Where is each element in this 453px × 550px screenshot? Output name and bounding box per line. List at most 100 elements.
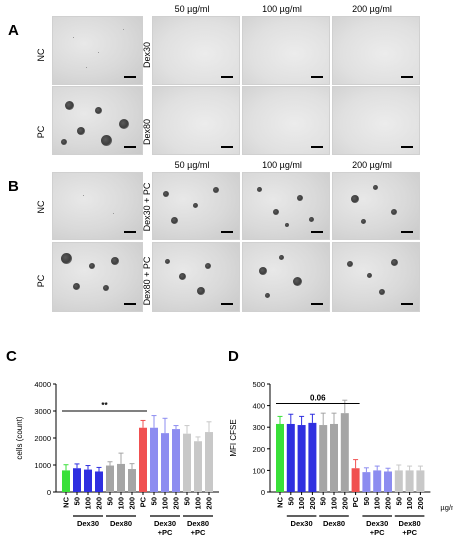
chart-c-bar bbox=[106, 465, 114, 492]
micrograph-b-dex80pc-100 bbox=[242, 242, 330, 312]
chart-d-group-label: Dex30 bbox=[366, 519, 388, 528]
chart-c-group-label: Dex30 bbox=[154, 519, 176, 528]
chart-c-bar bbox=[205, 432, 213, 492]
panel-a-row-nc: NC bbox=[36, 48, 46, 62]
panel-b-treatment-dex30-pc: Dex30 + PC bbox=[142, 182, 152, 232]
micrograph-b-dex30pc-50 bbox=[152, 172, 240, 240]
chart-c-x-tick-label: 50 bbox=[150, 497, 159, 505]
micrograph-a-dex30-100 bbox=[242, 16, 330, 85]
panel-a-letter: A bbox=[8, 22, 19, 39]
chart-c-x-tick-label: 100 bbox=[161, 497, 170, 510]
chart-d-group-label: Dex80 bbox=[323, 519, 345, 528]
chart-c-x-tick-label: 50 bbox=[183, 497, 192, 505]
chart-c-bar bbox=[194, 441, 202, 492]
chart-c-y-axis-label: cells (count) bbox=[15, 416, 24, 459]
panel-b-conc-50: 50 µg/ml bbox=[174, 160, 210, 170]
scale-bar bbox=[221, 76, 233, 78]
micrograph-a-dex30-200 bbox=[332, 16, 420, 85]
chart-c-group-label: Dex80 bbox=[187, 519, 209, 528]
chart-d-bar bbox=[319, 425, 328, 492]
panel-b-conc-200: 200 µg/ml bbox=[352, 160, 392, 170]
chart-c-x-tick-label: 50 bbox=[106, 497, 115, 505]
scale-bar bbox=[401, 231, 413, 233]
chart-d-bar bbox=[351, 468, 360, 492]
micrograph-a-dex80-50 bbox=[152, 86, 240, 155]
chart-c-x-tick-label: 200 bbox=[172, 497, 181, 510]
chart-c-x-tick-label: 200 bbox=[95, 497, 104, 510]
panel-a-treatment-dex80: Dex80 bbox=[142, 119, 152, 146]
chart-c-bar bbox=[128, 469, 136, 492]
chart-c-y-tick-label: 3000 bbox=[34, 407, 51, 416]
scale-bar bbox=[221, 231, 233, 233]
chart-d-x-tick-label: NC bbox=[276, 496, 285, 507]
chart-c-group-label: Dex80 bbox=[110, 519, 132, 528]
chart-d-bar bbox=[276, 423, 284, 492]
chart-d-x-tick-label: 50 bbox=[319, 497, 328, 505]
scale-bar bbox=[221, 303, 233, 305]
chart-c-bar bbox=[73, 468, 81, 492]
chart-d-bar bbox=[297, 425, 306, 492]
panel-a-row-pc: PC bbox=[36, 125, 46, 139]
micrograph-b-dex30pc-100 bbox=[242, 172, 330, 240]
chart-c-significance-label: ** bbox=[101, 401, 108, 410]
chart-d-significance-label: 0.06 bbox=[310, 393, 326, 402]
chart-d-group-label: +PC bbox=[370, 528, 385, 537]
chart-d-bar bbox=[394, 470, 403, 492]
scale-bar bbox=[311, 146, 323, 148]
chart-c-x-tick-label: 50 bbox=[73, 497, 82, 505]
chart-c-y-tick-label: 1000 bbox=[34, 461, 51, 470]
micrograph-b-nc bbox=[52, 172, 143, 240]
chart-c-bar bbox=[161, 433, 169, 492]
panel-b-conc-100: 100 µg/ml bbox=[262, 160, 302, 170]
micrograph-b-pc bbox=[52, 242, 143, 312]
chart-c-bar bbox=[150, 427, 158, 492]
panel-a-conc-100: 100 µg/ml bbox=[262, 4, 302, 14]
panel-c-letter: C bbox=[6, 348, 17, 365]
micrograph-a-dex80-200 bbox=[332, 86, 420, 155]
chart-d-bar bbox=[286, 423, 295, 492]
chart-d-group-label: +PC bbox=[402, 528, 417, 537]
micrograph-a-pc bbox=[52, 86, 143, 155]
chart-d-x-tick-label: 50 bbox=[362, 497, 371, 505]
panel-a-conc-50: 50 µg/ml bbox=[174, 4, 210, 14]
micrograph-b-dex80pc-50 bbox=[152, 242, 240, 312]
chart-d-x-tick-label: 200 bbox=[340, 497, 349, 510]
chart-d-x-tick-label: 100 bbox=[330, 497, 339, 510]
chart-c-x-tick-label: PC bbox=[139, 496, 148, 507]
chart-d-y-tick-label: 500 bbox=[252, 380, 265, 389]
chart-d-y-tick-label: 300 bbox=[252, 423, 265, 432]
panel-b-row-pc: PC bbox=[36, 274, 46, 288]
scale-bar bbox=[401, 146, 413, 148]
chart-d-group-label: Dex30 bbox=[291, 519, 313, 528]
chart-c-y-tick-label: 4000 bbox=[34, 380, 51, 389]
panel-b-treatment-dex80-pc: Dex80 + PC bbox=[142, 256, 152, 306]
micrograph-a-nc bbox=[52, 16, 143, 85]
micrograph-b-dex80pc-200 bbox=[332, 242, 420, 312]
chart-d-x-tick-label: 100 bbox=[405, 497, 414, 510]
chart-d-y-tick-label: 100 bbox=[252, 466, 265, 475]
chart-c-bar bbox=[117, 463, 125, 492]
chart-c-x-tick-label: NC bbox=[62, 496, 71, 507]
micrograph-a-dex80-100 bbox=[242, 86, 330, 155]
chart-c-y-tick-label: 2000 bbox=[34, 434, 51, 443]
chart-c-bar bbox=[84, 469, 92, 492]
micrograph-a-dex30-50 bbox=[152, 16, 240, 85]
chart-d-y-tick-label: 0 bbox=[261, 488, 265, 497]
chart-d-bar bbox=[340, 413, 349, 492]
chart-d-y-tick-label: 200 bbox=[252, 445, 265, 454]
chart-c-bar bbox=[62, 470, 70, 492]
chart-d-y-axis-label: MFI CFSE bbox=[229, 419, 238, 456]
chart-d-y-tick-label: 400 bbox=[252, 402, 265, 411]
panel-b-row-nc: NC bbox=[36, 200, 46, 214]
panel-a-conc-200: 200 µg/ml bbox=[352, 4, 392, 14]
chart-d-x-tick-label: 50 bbox=[394, 497, 403, 505]
scale-bar bbox=[311, 231, 323, 233]
chart-c-group-label: +PC bbox=[191, 528, 206, 537]
panel-b-letter: B bbox=[8, 178, 19, 195]
scale-bar bbox=[124, 76, 136, 78]
chart-d-bar bbox=[330, 423, 338, 492]
scale-bar bbox=[124, 231, 136, 233]
scale-bar bbox=[311, 303, 323, 305]
chart-c-group-label: Dex30 bbox=[77, 519, 99, 528]
